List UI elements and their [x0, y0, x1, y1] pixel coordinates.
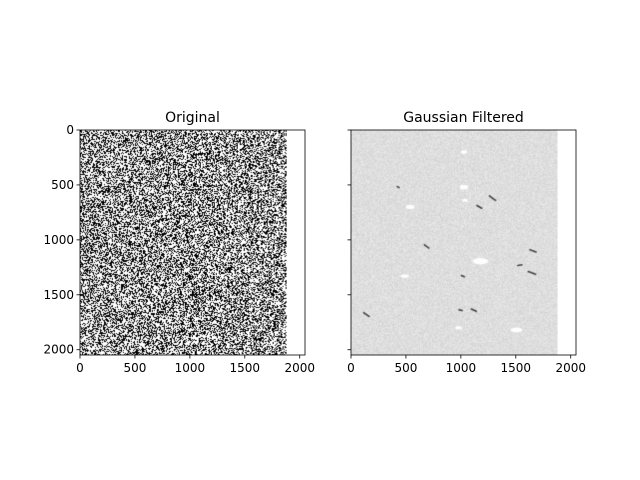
x-tick-label: 1000: [446, 361, 477, 375]
x-tick-label: 500: [394, 361, 417, 375]
axes-frame-gaussian-filtered: [350, 129, 577, 356]
axes-original: Original 0 500 1000 1500 2000 0 500 1000 1500 20…: [43, 110, 315, 375]
y-tick-label: 0: [66, 123, 74, 137]
y-axis-gaussian-filtered: [347, 129, 351, 351]
x-tick-label: 1500: [501, 361, 532, 375]
x-tick-label: 0: [347, 361, 355, 375]
axes-frame-original: [79, 129, 306, 356]
x-axis-gaussian-filtered: 0 500 1000 1500 2000: [347, 355, 586, 375]
image-pixels-gaussian-filtered: [351, 130, 558, 355]
x-tick-label: 1000: [175, 361, 206, 375]
x-tick-label: 2000: [284, 361, 315, 375]
y-tick-label: 500: [51, 178, 74, 192]
y-tick-label: 1000: [43, 233, 74, 247]
image-original: [80, 130, 287, 355]
x-tick-label: 1500: [230, 361, 261, 375]
y-axis-original: 0 500 1000 1500 2000: [43, 123, 80, 357]
x-tick-label: 0: [76, 361, 84, 375]
image-pixels-original: [80, 130, 287, 355]
x-tick-label: 2000: [555, 361, 586, 375]
chart-title-gaussian-filtered: Gaussian Filtered: [403, 110, 524, 126]
axes-gaussian-filtered: Gaussian Filtered 0 500 1000 1500 2000: [347, 110, 586, 375]
x-axis-original: 0 500 1000 1500 2000: [76, 355, 315, 375]
image-gaussian-filtered: [351, 130, 558, 355]
chart-title-original: Original: [165, 110, 220, 126]
y-tick-label: 2000: [43, 343, 74, 357]
x-tick-label: 500: [123, 361, 146, 375]
y-tick-label: 1500: [43, 288, 74, 302]
